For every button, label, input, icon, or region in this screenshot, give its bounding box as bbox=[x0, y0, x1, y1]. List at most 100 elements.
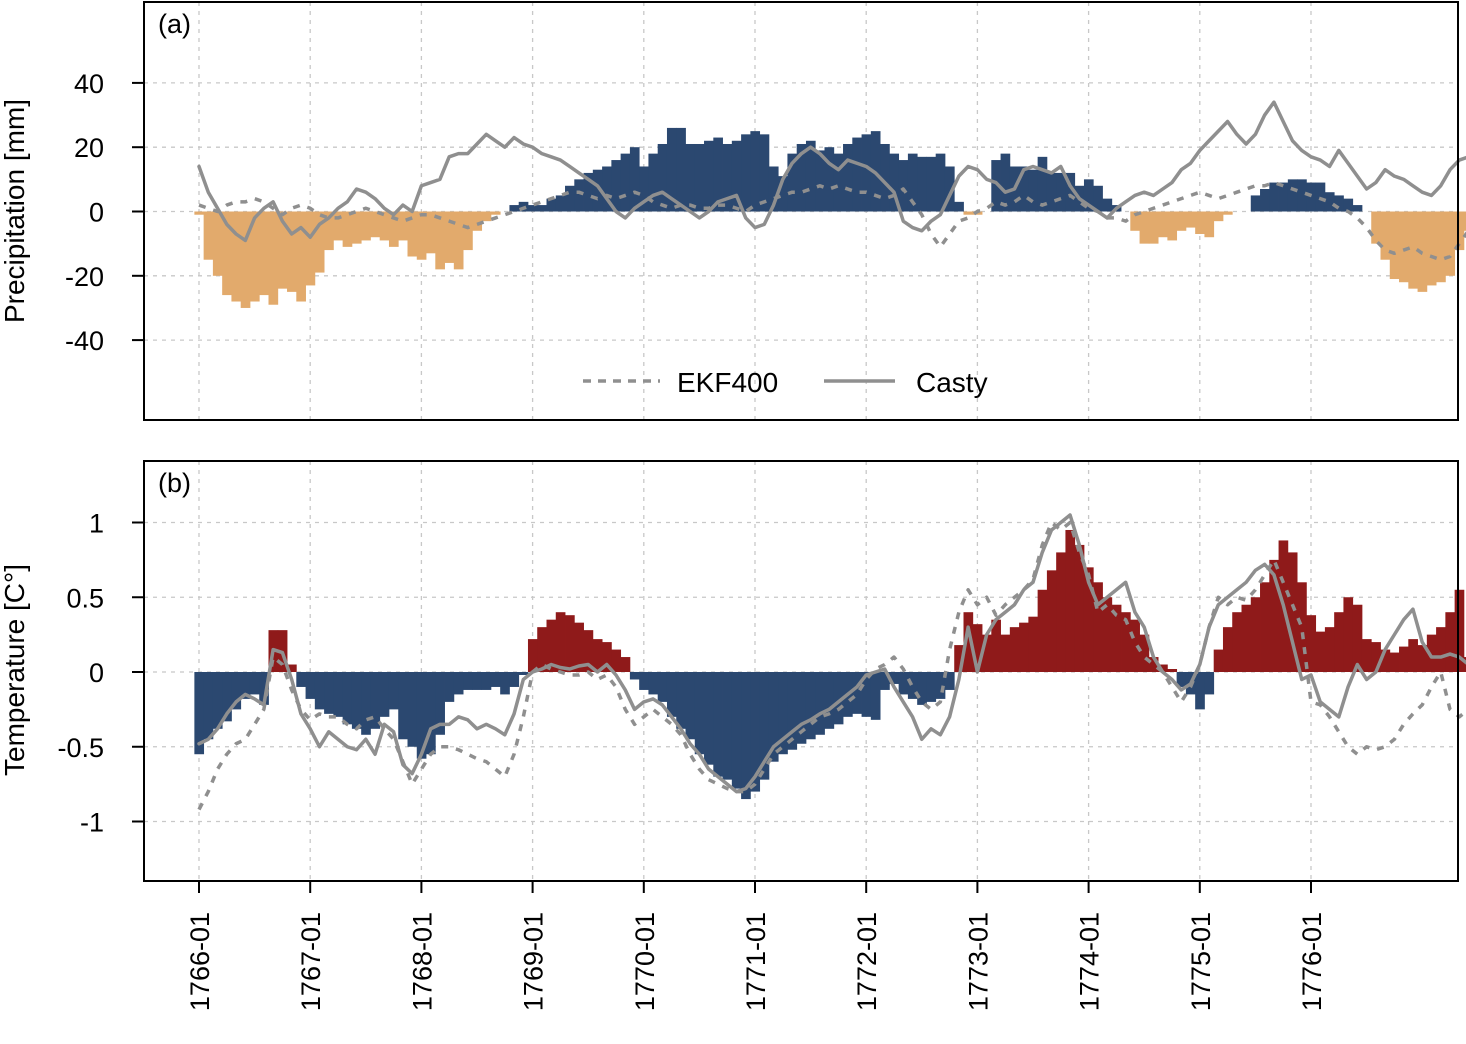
temperature-bar bbox=[333, 672, 344, 717]
precipitation-bar bbox=[1037, 156, 1048, 212]
precipitation-bar bbox=[277, 211, 288, 289]
temperature-bar bbox=[1130, 619, 1140, 672]
temperature-bar bbox=[1213, 649, 1224, 672]
precipitation-bar bbox=[1195, 211, 1205, 234]
temperature-bar bbox=[620, 657, 631, 672]
temperature-bar bbox=[592, 639, 603, 672]
precipitation-y-axis-title: Precipitation [mm] bbox=[0, 99, 30, 323]
precipitation-bar bbox=[565, 185, 575, 212]
precipitation-bar bbox=[537, 205, 547, 212]
precipitation-bar bbox=[287, 211, 297, 292]
temperature-bar bbox=[565, 615, 575, 672]
precipitation-bar bbox=[1213, 211, 1224, 222]
temperature-bar bbox=[1371, 642, 1381, 672]
precipitation-bar bbox=[898, 160, 909, 212]
y-tick-label: -40 bbox=[65, 326, 104, 356]
temperature-bar bbox=[1306, 615, 1317, 672]
precipitation-bar bbox=[1093, 185, 1103, 212]
temperature-bar bbox=[1324, 627, 1335, 672]
temperature-bar bbox=[713, 672, 723, 777]
precipitation-bar bbox=[1260, 189, 1270, 212]
temperature-bar bbox=[416, 672, 427, 759]
precipitation-bar bbox=[361, 211, 371, 241]
temperature-bar bbox=[453, 672, 464, 695]
precipitation-bar bbox=[453, 211, 464, 270]
temperature-bar bbox=[685, 672, 696, 740]
precipitation-lines bbox=[197, 100, 1466, 262]
precipitation-bar bbox=[240, 211, 251, 308]
temperature-bar bbox=[648, 672, 659, 695]
x-tick-label: 1766-01 bbox=[185, 912, 215, 1011]
x-tick-label: 1771-01 bbox=[741, 912, 771, 1011]
temperature-bar bbox=[852, 672, 862, 714]
temperature-bar bbox=[1463, 657, 1466, 672]
temperature-bar bbox=[1056, 552, 1066, 672]
precipitation-bar bbox=[1371, 211, 1381, 244]
precipitation-y-axis: -40 -20 0 20 40 bbox=[65, 69, 144, 356]
temperature-bar bbox=[694, 672, 705, 755]
precipitation-bar bbox=[296, 211, 306, 302]
temperature-bar bbox=[1121, 612, 1131, 672]
temperature-bar bbox=[472, 672, 483, 690]
temperature-bar bbox=[1158, 664, 1168, 672]
temperature-bar bbox=[1380, 649, 1391, 672]
temperature-casty-line bbox=[197, 513, 1466, 794]
legend-ekf400-label: EKF400 bbox=[677, 367, 778, 398]
temperature-y-axis-title: Temperature [C°] bbox=[0, 564, 30, 776]
precipitation-bar bbox=[379, 211, 390, 241]
temperature-bar bbox=[1408, 639, 1418, 672]
temperature-bar bbox=[972, 624, 983, 672]
temperature-bar bbox=[1260, 582, 1270, 672]
precipitation-bar bbox=[741, 134, 751, 212]
precipitation-bar bbox=[907, 153, 918, 212]
temperature-bar bbox=[1037, 589, 1048, 672]
y-tick-label: -20 bbox=[65, 262, 104, 292]
precipitation-bar bbox=[1065, 172, 1076, 212]
temperature-bar bbox=[880, 672, 890, 690]
temperature-bar bbox=[259, 672, 269, 705]
temperature-bar bbox=[861, 672, 872, 717]
temperature-bar bbox=[602, 642, 612, 672]
x-tick-label: 1775-01 bbox=[1186, 912, 1216, 1011]
temperature-bar bbox=[1204, 672, 1215, 695]
temperature-lines bbox=[197, 513, 1466, 811]
precipitation-bar bbox=[1130, 211, 1140, 231]
temperature-bar bbox=[1315, 631, 1326, 672]
precipitation-bar bbox=[342, 211, 353, 247]
temperature-bar bbox=[407, 672, 418, 747]
precipitation-bar bbox=[1102, 198, 1113, 212]
y-tick-label: 0 bbox=[89, 658, 104, 688]
precipitation-bar bbox=[1028, 169, 1039, 212]
temperature-bar bbox=[296, 672, 306, 687]
temperature-bar bbox=[1361, 639, 1372, 672]
temperature-bar bbox=[1074, 544, 1085, 672]
precipitation-casty-line bbox=[197, 100, 1466, 243]
precipitation-bar bbox=[1046, 172, 1057, 212]
precipitation-bar bbox=[416, 211, 427, 260]
precipitation-bar bbox=[1399, 211, 1409, 283]
temperature-panel-label: (b) bbox=[158, 468, 191, 498]
temperature-bar bbox=[1454, 589, 1465, 672]
x-tick-label: 1773-01 bbox=[963, 912, 993, 1011]
temperature-bar bbox=[1426, 634, 1437, 673]
temperature-bar bbox=[194, 672, 205, 755]
temperature-bar bbox=[1232, 612, 1242, 672]
precipitation-bar bbox=[203, 211, 214, 260]
temperature-bar bbox=[805, 672, 816, 740]
temperature-bar bbox=[1399, 646, 1409, 672]
precipitation-bar bbox=[574, 179, 584, 212]
precipitation-bar bbox=[407, 211, 418, 257]
temperature-bar bbox=[750, 672, 761, 792]
y-tick-label: 0 bbox=[89, 198, 104, 228]
precipitation-bar bbox=[880, 143, 890, 212]
precipitation-bar bbox=[1278, 182, 1289, 212]
precipitation-bar bbox=[1380, 211, 1391, 260]
precipitation-bar bbox=[435, 211, 445, 270]
temperature-bar bbox=[768, 672, 779, 762]
temperature-bar bbox=[982, 634, 992, 673]
precipitation-bar bbox=[1463, 211, 1466, 231]
temperature-bar bbox=[1139, 634, 1150, 673]
temperature-bar bbox=[1111, 604, 1122, 672]
temperature-bar bbox=[1195, 672, 1205, 710]
